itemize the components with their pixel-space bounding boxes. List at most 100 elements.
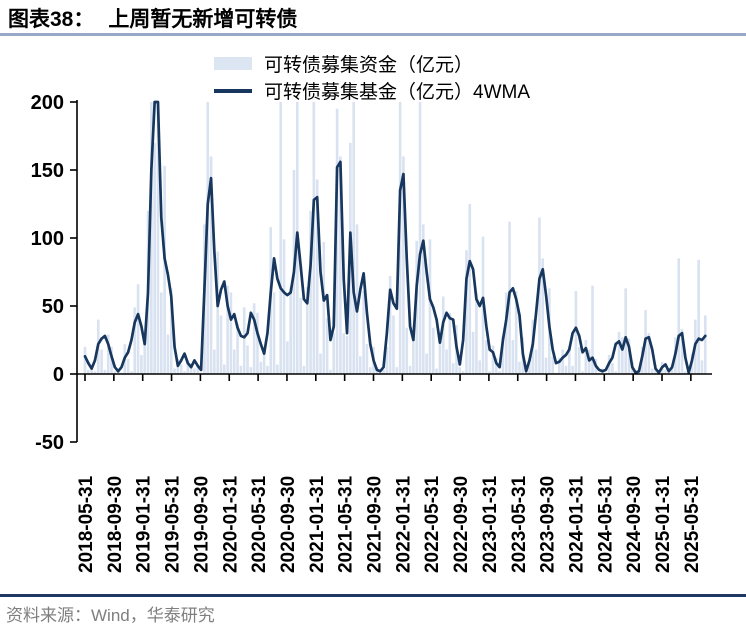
bar <box>478 360 482 374</box>
bar <box>315 179 319 374</box>
figure-number: 图表38： <box>8 8 95 31</box>
bar <box>431 327 435 374</box>
legend-swatch-area <box>214 57 252 70</box>
bar <box>116 371 120 374</box>
y-tick-label: -50 <box>35 432 64 454</box>
y-tick-label: 50 <box>42 296 64 318</box>
bar <box>359 356 362 374</box>
bar <box>299 297 302 374</box>
bar <box>621 337 624 374</box>
bar <box>491 345 495 374</box>
bar <box>229 292 233 374</box>
x-tick-label: 2020-01-31 <box>220 475 241 573</box>
wma-line <box>83 100 707 374</box>
bar <box>528 359 531 374</box>
bar <box>700 360 704 374</box>
bar <box>425 353 428 374</box>
bar <box>611 363 614 374</box>
x-tick-label: 2025-01-31 <box>653 475 674 573</box>
bar <box>395 367 399 374</box>
bar <box>574 291 578 374</box>
bar <box>495 357 498 374</box>
source-note: 资料来源：Wind，华泰研究 <box>6 606 215 625</box>
bar <box>412 325 415 374</box>
x-tick-label: 2021-05-31 <box>336 475 357 573</box>
bar <box>504 292 508 374</box>
bar <box>468 204 472 374</box>
bar <box>213 349 216 374</box>
bar <box>561 349 564 374</box>
bar <box>93 371 97 374</box>
bar <box>216 251 219 374</box>
bar <box>196 364 200 374</box>
x-tick-label: 2018-05-31 <box>76 475 97 573</box>
bar <box>236 323 239 374</box>
bar <box>514 291 518 374</box>
bar <box>262 350 266 374</box>
x-tick-label: 2020-05-31 <box>249 475 270 573</box>
bar <box>558 357 561 374</box>
bar <box>408 365 412 374</box>
y-tick-label: 100 <box>31 228 64 250</box>
y-tick-label: 0 <box>53 364 64 386</box>
bar <box>183 371 186 374</box>
x-tick-label: 2020-09-30 <box>278 476 299 573</box>
x-tick-label: 2019-01-31 <box>134 475 155 573</box>
bar <box>256 312 259 374</box>
bar <box>534 349 538 374</box>
bar <box>266 365 269 374</box>
bar <box>544 357 548 374</box>
bar <box>680 329 684 374</box>
bar <box>405 327 409 374</box>
bar <box>485 340 488 374</box>
bar <box>329 369 332 374</box>
bar <box>325 318 329 374</box>
x-tick-label: 2022-01-31 <box>393 475 414 573</box>
legend-item-funds-raised: 可转债募集资金（亿元） <box>214 50 530 77</box>
bar <box>385 346 389 374</box>
bar <box>471 331 475 374</box>
figure-header: 图表38： 上周暂无新增可转债 <box>8 3 297 33</box>
bar <box>289 286 292 374</box>
bar <box>501 335 505 374</box>
chart-legend: 可转债募集资金（亿元） 可转债募集基金（亿元）4WMA <box>214 50 530 104</box>
bar <box>571 365 574 374</box>
x-tick-label: 2022-09-30 <box>451 476 472 573</box>
bar <box>276 364 279 374</box>
bar <box>461 371 465 374</box>
bar <box>422 224 425 374</box>
bar <box>402 156 405 374</box>
bar <box>451 363 455 374</box>
bar <box>382 369 385 374</box>
figure-title: 上周暂无新增可转债 <box>108 8 298 31</box>
bar <box>587 349 591 374</box>
x-tick-label: 2023-01-31 <box>480 475 501 573</box>
bar <box>428 239 432 374</box>
y-tick-label: 200 <box>31 95 64 114</box>
bar <box>650 368 654 374</box>
convertible-bond-chart: 200 150 100 50 0 -50 2018-05-31 2018-09-30 2019-… <box>31 95 712 573</box>
bar <box>252 303 256 374</box>
bar <box>345 335 349 374</box>
x-tick-label: 2024-05-31 <box>595 475 616 573</box>
bar <box>392 315 395 374</box>
x-tick-label: 2021-01-31 <box>307 475 328 573</box>
bar <box>488 371 491 374</box>
x-tick-label: 2023-09-30 <box>538 476 559 573</box>
bar <box>567 346 571 374</box>
legend-swatch-line <box>214 88 252 93</box>
bar <box>143 341 147 374</box>
bar <box>130 371 133 374</box>
bar <box>458 367 462 374</box>
x-tick-label: 2018-09-30 <box>105 476 126 573</box>
bar <box>169 288 173 374</box>
bar <box>140 354 143 374</box>
bar <box>83 346 87 374</box>
bar <box>448 312 452 374</box>
bar <box>511 340 515 374</box>
bar <box>617 331 621 374</box>
bar <box>627 338 631 374</box>
bar <box>302 365 306 374</box>
footer-divider <box>0 594 746 597</box>
x-tick-label: 2023-05-31 <box>509 475 530 573</box>
